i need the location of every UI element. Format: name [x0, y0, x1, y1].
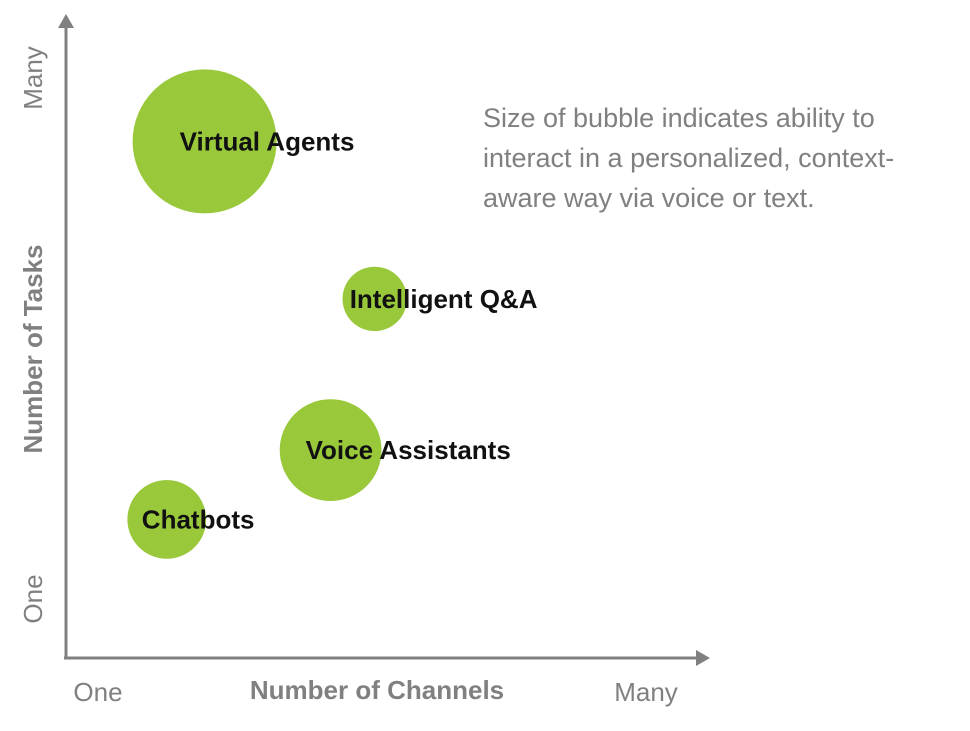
bubble-label: Virtual Agents [180, 126, 355, 156]
bubble-chatbots [127, 480, 207, 559]
bubble-intelligent-q-a [342, 266, 407, 332]
x-tick-many: Many [614, 677, 678, 707]
x-tick-one: One [73, 677, 122, 707]
bubble-virtual-agents [132, 69, 277, 214]
bubble-size-note: Size of bubble indicates ability to inte… [483, 103, 895, 213]
bubble-label: Chatbots [142, 504, 255, 534]
y-tick-many: Many [18, 46, 48, 110]
y-tick-one: One [18, 574, 48, 623]
bubble-labels-layer: Virtual Agents Intelligent Q&A Voice Assis… [142, 126, 538, 534]
bubbles-layer [127, 69, 407, 559]
axes [58, 14, 710, 666]
y-axis-title: Number of Tasks [18, 244, 48, 453]
x-axis-arrow [696, 650, 710, 666]
bubble-label: Intelligent Q&A [350, 284, 538, 314]
bubble-label: Voice Assistants [306, 435, 511, 465]
y-axis-arrow [58, 14, 74, 28]
x-axis-title: Number of Channels [250, 675, 504, 705]
bubble-voice-assistants [279, 399, 382, 501]
